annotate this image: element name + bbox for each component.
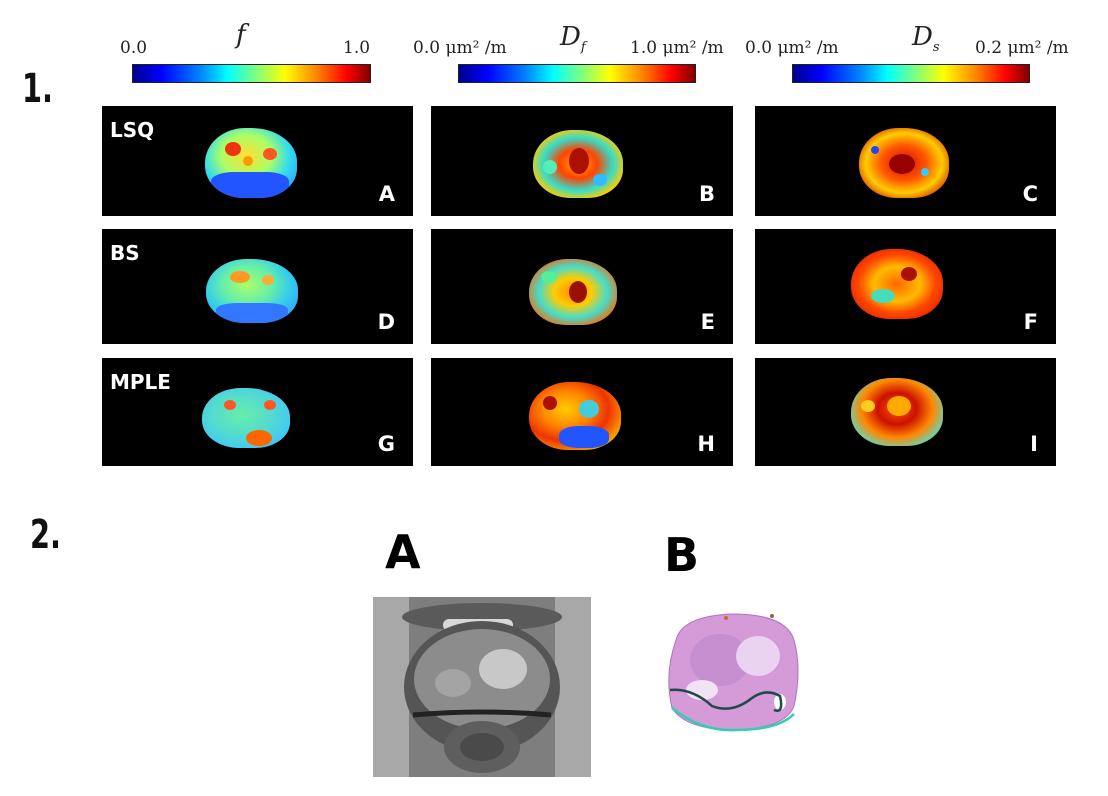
colorbar-df-gradient	[458, 64, 696, 83]
histology-image	[662, 610, 802, 732]
histology-drawing	[668, 613, 799, 732]
colorbar-df-title: Df	[560, 22, 586, 56]
parametric-map	[529, 259, 617, 325]
parametric-map	[202, 388, 290, 448]
parametric-map	[533, 130, 623, 198]
panel-a: LSQ A	[102, 106, 413, 216]
method-label-lsq: LSQ	[110, 118, 155, 142]
section-2-label: 2.	[30, 512, 61, 558]
parametric-map	[851, 249, 943, 319]
colorbar-f-title: f	[236, 20, 246, 50]
colorbar-ds-gradient	[792, 64, 1030, 83]
colorbar-df-max: 1.0 μm² /m	[630, 38, 724, 58]
colorbar-ds-max: 0.2 μm² /m	[975, 38, 1069, 58]
colorbar-f-min: 0.0	[120, 38, 148, 58]
panel-letter-c: C	[1022, 182, 1038, 206]
panel-letter-b: B	[698, 182, 715, 206]
panel-letter-a: A	[378, 182, 395, 206]
figure2-label-a: A	[385, 525, 421, 579]
colorbar-ds-title: Ds	[912, 22, 940, 56]
panel-letter-i: I	[1030, 432, 1038, 456]
parametric-map	[859, 128, 949, 198]
mri-drawing	[373, 597, 591, 777]
panel-letter-h: H	[697, 432, 715, 456]
panel-g: MPLE G	[102, 358, 413, 466]
colorbar-f-gradient	[132, 64, 371, 83]
mri-image	[373, 597, 591, 777]
panel-letter-f: F	[1023, 310, 1038, 334]
colorbar-ds-min: 0.0 μm² /m	[745, 38, 839, 58]
panel-d: BS D	[102, 229, 413, 344]
section-1-label: 1.	[22, 66, 53, 112]
panel-b: B	[431, 106, 733, 216]
panel-h: H	[431, 358, 733, 466]
parametric-map	[205, 128, 297, 198]
colorbar-df-min: 0.0 μm² /m	[413, 38, 507, 58]
parametric-map	[529, 382, 621, 450]
panel-letter-e: E	[700, 310, 715, 334]
figure2-label-b: B	[664, 528, 700, 582]
parametric-map	[206, 259, 298, 323]
parametric-map	[851, 378, 943, 446]
panel-f: F	[755, 229, 1056, 344]
panel-c: C	[755, 106, 1056, 216]
method-label-bs: BS	[110, 241, 140, 265]
method-label-mple: MPLE	[110, 370, 171, 394]
panel-e: E	[431, 229, 733, 344]
panel-i: I	[755, 358, 1056, 466]
panel-letter-d: D	[377, 310, 395, 334]
panel-letter-g: G	[377, 432, 395, 456]
colorbar-f-max: 1.0	[343, 38, 371, 58]
